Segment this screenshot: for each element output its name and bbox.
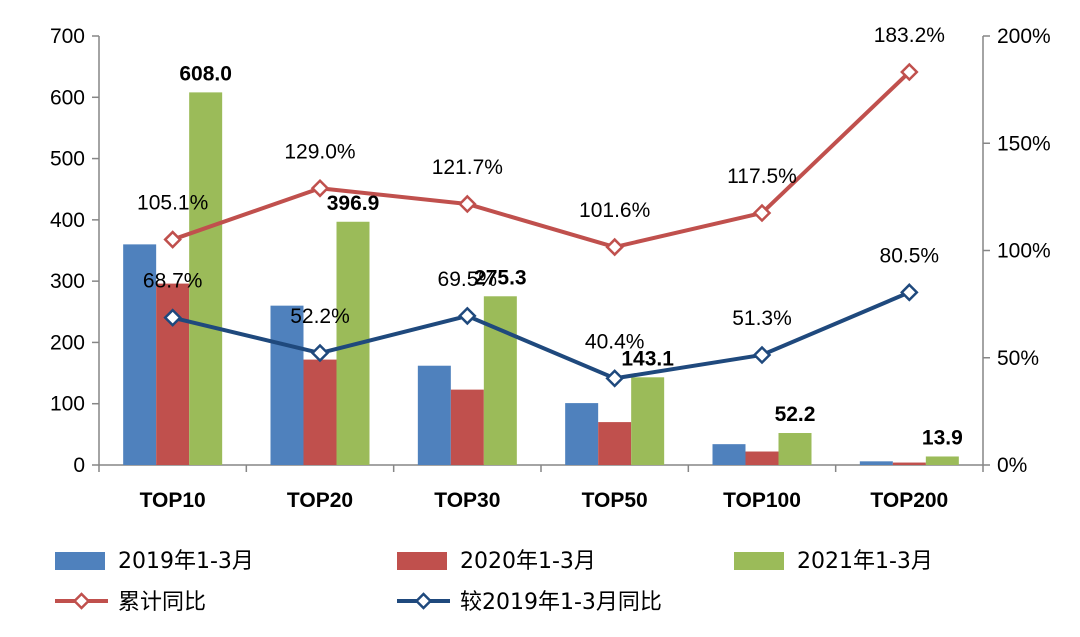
- line-marker: [605, 237, 624, 257]
- bar-data-label: 13.9: [922, 426, 963, 449]
- line-marker: [458, 306, 477, 326]
- legend-swatch: [734, 552, 784, 570]
- line-marker: [310, 179, 330, 198]
- line-data-label: 105.1%: [137, 192, 208, 215]
- line-marker: [752, 345, 772, 365]
- line-marker: [605, 369, 624, 388]
- line-data-label: 121.7%: [432, 156, 503, 179]
- bar: [892, 462, 926, 465]
- bar: [859, 461, 893, 465]
- bar: [303, 359, 337, 465]
- line-data-label: 117.5%: [727, 165, 797, 188]
- y-left-tick-label: 600: [50, 86, 85, 109]
- legend-label: 2020年1-3月: [460, 549, 596, 574]
- x-tick-label: TOP100: [723, 489, 801, 512]
- bar: [417, 365, 451, 465]
- line-data-label: 183.2%: [874, 24, 945, 47]
- y-left-tick-label: 700: [50, 25, 85, 48]
- bar: [483, 296, 517, 465]
- legend-label: 2019年1-3月: [118, 549, 254, 574]
- x-tick-label: TOP200: [870, 489, 948, 512]
- line-data-label: 52.2%: [290, 305, 350, 328]
- y-left-tick-label: 200: [50, 331, 85, 354]
- x-tick-label: TOP50: [582, 489, 648, 512]
- line-marker: [900, 283, 919, 302]
- y-right-tick-label: 0%: [997, 454, 1027, 477]
- legend-swatch: [397, 552, 447, 570]
- bar: [565, 403, 599, 465]
- legend-label: 2021年1-3月: [797, 549, 933, 574]
- x-tick-label: TOP20: [287, 489, 353, 512]
- line-data-label: 129.0%: [284, 140, 355, 163]
- legend-marker: [414, 592, 433, 610]
- axes: 0 100 200 300 400 500 600 700 0% 50% 100% 150% 200% T…: [50, 25, 1051, 512]
- line-marker: [458, 194, 477, 214]
- line-marker: [310, 343, 330, 363]
- bar-data-label: 52.2: [775, 403, 816, 426]
- x-tick-label: TOP30: [434, 489, 500, 512]
- bar-data-label: 275.3: [474, 266, 527, 289]
- bar: [123, 244, 157, 465]
- y-left-tick-label: 100: [50, 393, 85, 416]
- line-data-label: 51.3%: [732, 307, 792, 330]
- line-data-label: 68.7%: [143, 270, 203, 293]
- bar-data-label: 396.9: [327, 192, 380, 215]
- series-line: [172, 290, 911, 381]
- y-left-tick-label: 0: [73, 454, 85, 477]
- bar: [745, 451, 779, 465]
- line-data-label: 40.4%: [585, 330, 645, 353]
- x-tick-label: TOP10: [140, 489, 206, 512]
- y-right-tick-label: 50%: [997, 347, 1039, 370]
- y-right-tick-label: 200%: [997, 25, 1051, 48]
- lines: [163, 62, 919, 388]
- data-labels: 608.0 396.9 275.3 143.1 52.2 13.9 105.1% 129.0%…: [137, 24, 963, 449]
- y-right-tick-label: 100%: [997, 240, 1051, 263]
- y-left-tick-label: 300: [50, 270, 85, 293]
- line-data-label: 80.5%: [880, 244, 940, 267]
- bars: [123, 92, 959, 465]
- line-marker: [163, 308, 182, 327]
- y-right-tick-label: 150%: [997, 132, 1051, 155]
- legend-swatch: [55, 552, 105, 570]
- bar: [925, 456, 959, 465]
- bar-data-label: 608.0: [179, 62, 232, 85]
- bar: [270, 305, 304, 465]
- bar: [712, 444, 746, 465]
- bar-data-label: 143.1: [621, 347, 674, 370]
- line-data-label: 101.6%: [579, 199, 650, 222]
- bar: [189, 92, 223, 465]
- line-marker: [752, 203, 772, 223]
- bar: [450, 389, 484, 465]
- bar: [598, 422, 632, 465]
- legend-marker: [72, 592, 91, 610]
- legend-label: 累计同比: [118, 590, 206, 615]
- bar: [778, 433, 812, 465]
- line-marker: [163, 230, 182, 249]
- line-data-label: 69.5%: [438, 268, 498, 291]
- line-marker: [900, 62, 919, 82]
- y-left-tick-label: 400: [50, 209, 85, 232]
- series-line: [172, 70, 911, 250]
- bar: [631, 377, 665, 465]
- y-left-tick-label: 500: [50, 148, 85, 171]
- legend-label: 较2019年1-3月同比: [460, 590, 662, 615]
